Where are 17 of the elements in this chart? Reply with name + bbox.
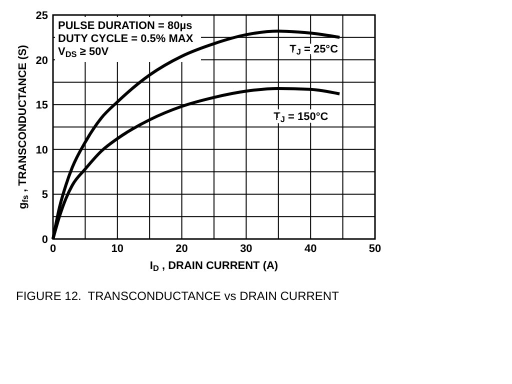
x-tick-label: 50 [368, 243, 382, 255]
y-tick-label: 0 [42, 234, 48, 246]
y-tick-label: 15 [36, 100, 48, 112]
y-tick-label: 25 [36, 10, 48, 22]
x-tick-label: 10 [111, 243, 124, 255]
annotation: DUTY CYCLE = 0.5% MAX [58, 33, 194, 45]
annotation: V$_{DS}$ ≥ 50V [58, 46, 110, 59]
y-tick-label: 5 [42, 189, 48, 202]
x-axis-title: I$_{D}$, DRAIN CURRENT (A) [150, 260, 278, 273]
annotation: PULSE DURATION = 80µs [58, 20, 192, 32]
x-tick-label: 0 [50, 243, 56, 255]
x-tick-label: 30 [240, 243, 252, 255]
y-tick-label: 10 [36, 144, 48, 156]
x-tick-label: 20 [176, 243, 188, 255]
y-tick-label: 20 [36, 54, 48, 67]
x-tick-label: 40 [304, 243, 317, 255]
text: FIGURE 12. TRANSCONDUCTANCE vs DRAIN CURRENT [16, 289, 340, 303]
